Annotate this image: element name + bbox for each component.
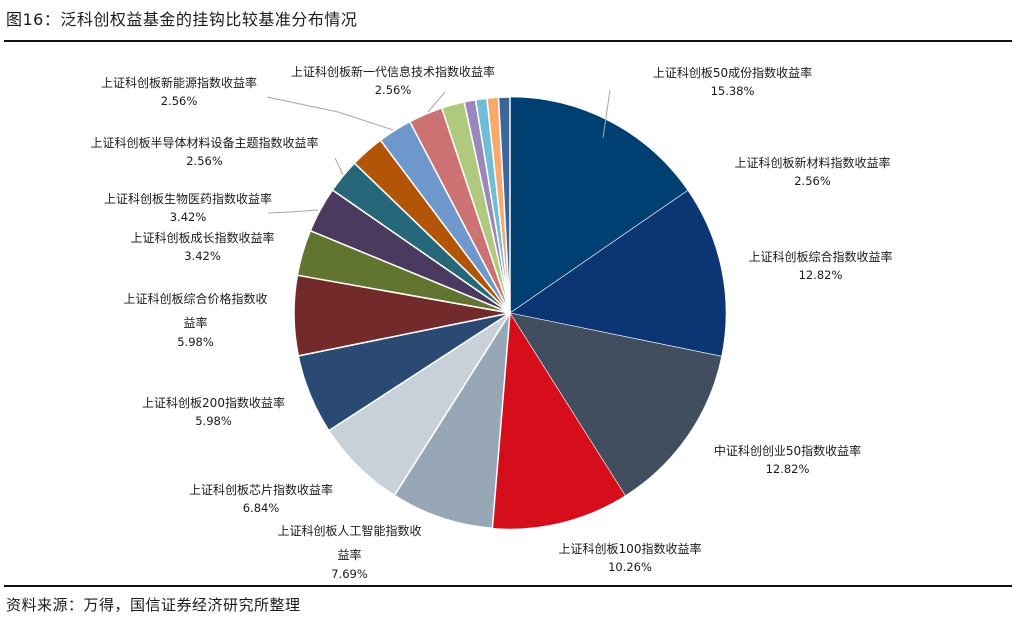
label-ai: 上证科创板人工智能指数收 益率 7.69% <box>262 522 437 584</box>
label-pct: 7.69% <box>331 567 368 581</box>
label-pct: 12.82% <box>765 462 810 476</box>
label-name: 上证科创板200指数收益率 <box>142 396 285 410</box>
bottom-rule <box>4 585 1012 587</box>
label-pct: 5.98% <box>177 335 214 349</box>
label-xydxx: 上证科创板新一代信息技术指数收益率 2.56% <box>273 63 513 99</box>
label-pct: 15.38% <box>710 84 755 98</box>
label-pct: 10.26% <box>608 560 652 574</box>
pie-slice <box>509 190 727 357</box>
label-pct: 2.56% <box>374 83 412 97</box>
label-name: 上证科创板综合指数收益率 <box>748 250 893 264</box>
label-bdt: 上证科创板半导体材料设备主题指数收益率 2.56% <box>72 134 337 170</box>
label-chip: 上证科创板芯片指数收益率 6.84% <box>176 481 346 517</box>
label-k100: 上证科创板100指数收益率 10.26% <box>545 540 715 576</box>
label-name: 上证科创板芯片指数收益率 <box>188 483 333 497</box>
label-pct: 2.56% <box>186 154 223 168</box>
label-pct: 2.56% <box>160 94 198 108</box>
label-pct: 3.42% <box>184 249 221 263</box>
label-name: 上证科创板新能源指数收益率 <box>100 76 257 90</box>
label-name: 上证科创板50成份指数收益率 <box>652 66 813 80</box>
pie-slice <box>393 312 511 530</box>
label-name-line2: 益率 <box>183 316 208 330</box>
pie-slice <box>497 96 511 314</box>
label-name: 上证科创板100指数收益率 <box>558 542 702 556</box>
label-name: 中证科创创业50指数收益率 <box>713 444 862 458</box>
label-name: 上证科创板半导体材料设备主题指数收益率 <box>90 136 319 150</box>
label-pct: 6.84% <box>242 501 280 515</box>
label-pct: 2.56% <box>794 174 831 188</box>
pie-slices <box>293 96 727 530</box>
leader-lines <box>266 89 611 214</box>
label-cz: 上证科创板成长指数收益率 3.42% <box>115 229 290 265</box>
label-k200: 上证科创板200指数收益率 5.98% <box>131 394 296 430</box>
label-name-line1: 上证科创板综合价格指数收 <box>123 292 268 306</box>
label-name-line1: 上证科创板人工智能指数收 <box>277 524 422 538</box>
label-xny: 上证科创板新能源指数收益率 2.56% <box>84 74 274 110</box>
pie-slice <box>509 312 722 496</box>
label-pct: 3.42% <box>169 210 207 224</box>
label-name: 上证科创板生物医药指数收益率 <box>103 192 272 206</box>
label-zhjg: 上证科创板综合价格指数收 益率 5.98% <box>108 290 283 352</box>
leader-line-swyy <box>267 209 319 214</box>
label-name: 上证科创板新一代信息技术指数收益率 <box>290 65 495 79</box>
label-zh: 上证科创板综合指数收益率 12.82% <box>733 248 908 284</box>
source-note: 资料来源：万得，国信证券经济研究所整理 <box>6 596 301 614</box>
label-pct: 12.82% <box>798 268 843 282</box>
label-sz50: 上证科创板50成份指数收益率 15.38% <box>630 64 835 100</box>
pie-slice <box>509 96 689 314</box>
label-xcl: 上证科创板新材料指数收益率 2.56% <box>720 154 905 190</box>
leader-line-xny <box>266 96 394 131</box>
pie-slice <box>492 312 626 530</box>
leader-line-bdt <box>334 157 344 176</box>
label-swyy: 上证科创板生物医药指数收益率 3.42% <box>88 190 288 226</box>
label-cy50: 中证科创创业50指数收益率 12.82% <box>700 442 875 478</box>
label-pct: 5.98% <box>195 414 232 428</box>
label-name: 上证科创板新材料指数收益率 <box>734 156 891 170</box>
leader-line-xydxx <box>427 91 446 113</box>
label-name-line2: 益率 <box>337 548 362 562</box>
label-name: 上证科创板成长指数收益率 <box>130 231 275 245</box>
figure-title: 图16：泛科创权益基金的挂钩比较基准分布情况 <box>6 10 358 29</box>
leader-line-sz50 <box>602 89 611 139</box>
top-rule <box>4 40 1012 42</box>
